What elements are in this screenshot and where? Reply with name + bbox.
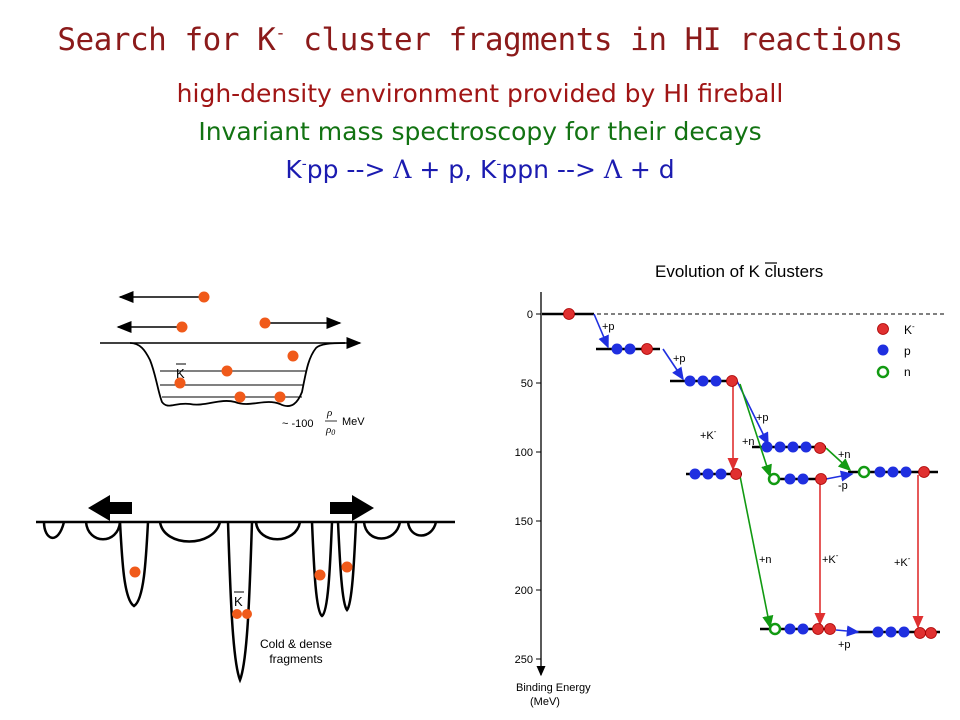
depth-unit: MeV [342, 416, 365, 428]
decay-channels: K-pp --> Λ + p, K-ppn --> Λ + d [285, 155, 675, 184]
kbar-label-2: K [234, 594, 243, 609]
svg-text:+p: +p [756, 412, 769, 424]
transition-labels: +p +p +p +K- +n +n -p +n +K- +K- +p [602, 321, 911, 651]
legend-kaon: K- [904, 322, 915, 337]
y-tick-label: 200 [515, 585, 533, 597]
y-tick-label: 50 [521, 378, 533, 390]
legend-neutron: n [904, 365, 911, 379]
y-axis-ticks: 0 50 100 150 200 250 [515, 309, 541, 666]
fragments-label-1: Cold & dense [260, 637, 332, 651]
svg-text:+p: +p [673, 353, 686, 365]
svg-text:+n: +n [742, 436, 755, 448]
svg-text:+p: +p [602, 321, 615, 333]
kbar-label: K [176, 366, 185, 381]
y-tick-label: 0 [527, 309, 533, 321]
nucleon-dots [174, 291, 299, 403]
slide-title: Search for K- cluster fragments in HI re… [57, 22, 903, 58]
svg-text:+K-: +K- [700, 427, 717, 442]
svg-text:+n: +n [838, 449, 851, 461]
axis-title-1: Binding Energy [516, 682, 591, 694]
fragment-potential [36, 520, 455, 684]
depth-label: ~ -100 [282, 418, 314, 430]
svg-text:+K-: +K- [894, 554, 911, 569]
block-arrow-left [88, 495, 132, 521]
fragments-label-2: fragments [269, 652, 322, 666]
subtitle-spectroscopy: Invariant mass spectroscopy for their de… [198, 117, 762, 146]
axis-title-2: (MeV) [530, 696, 560, 708]
y-tick-label: 250 [515, 654, 533, 666]
svg-text:+K-: +K- [822, 551, 839, 566]
y-tick-label: 150 [515, 516, 533, 528]
rho-denominator: ρ0 [325, 424, 335, 437]
rho-numerator: ρ [326, 407, 332, 419]
subtitle-environment: high-density environment provided by HI … [176, 79, 784, 108]
legend-proton: p [904, 344, 911, 358]
particle-legend: K- p n [904, 322, 915, 379]
y-tick-label: 100 [515, 447, 533, 459]
evolution-title: Evolution of K clusters [655, 262, 823, 281]
svg-text:+p: +p [838, 639, 851, 651]
block-arrow-right [330, 495, 374, 521]
cluster-particles [563, 308, 937, 639]
svg-text:-p: -p [838, 480, 848, 492]
svg-text:+n: +n [759, 554, 772, 566]
